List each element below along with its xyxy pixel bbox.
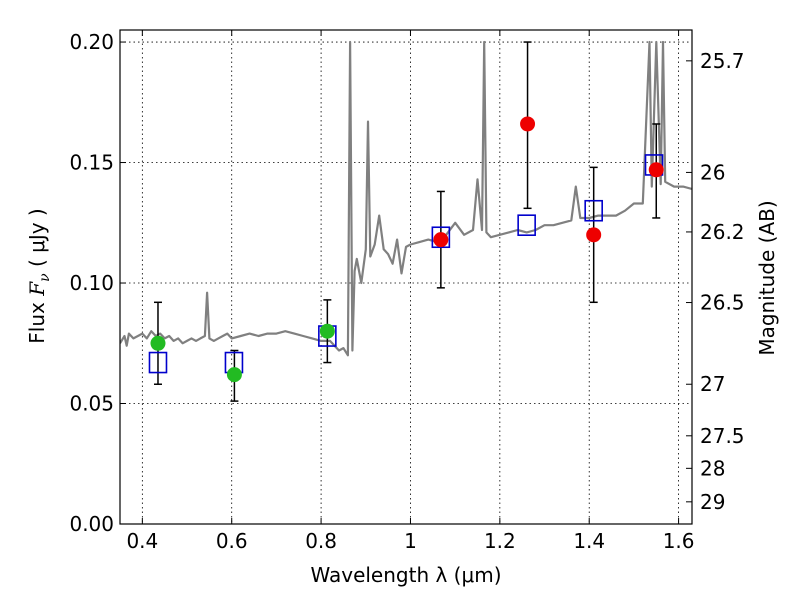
y-right-tick-label: 29 — [700, 490, 725, 514]
x-tick-label: 0.6 — [216, 529, 248, 553]
y-tick-label: 0.10 — [69, 271, 114, 295]
y-tick-label: 0.15 — [69, 151, 114, 175]
y-tick-label: 0.05 — [69, 392, 114, 416]
observed-point-red — [648, 162, 664, 178]
y-axis-label-right: Magnitude (AB) — [755, 200, 779, 355]
y-right-tick-label: 25.7 — [700, 49, 745, 73]
model-spectrum-line — [120, 40, 692, 357]
grid — [120, 30, 692, 525]
y-tick-label: 0.20 — [69, 30, 114, 54]
observed-photometry-markers — [150, 116, 664, 383]
model-photometry-markers — [148, 154, 664, 374]
error-bars — [153, 41, 661, 402]
observed-point-green — [150, 335, 166, 351]
observed-point-green — [319, 323, 335, 339]
observed-point-red — [520, 116, 536, 132]
x-tick-label: 1 — [404, 529, 417, 553]
axis-ticks: 0.4 0.6 0.8 1 1.2 1.4 1.6 0.00 0.05 0.10 0.15 0.20 2… — [69, 30, 745, 553]
observed-point-red — [586, 227, 602, 243]
y-right-tick-label: 28 — [700, 456, 725, 480]
observed-point-red — [433, 232, 449, 248]
y-tick-label: 0.00 — [69, 512, 114, 536]
x-tick-label: 1.4 — [573, 529, 605, 553]
y-right-tick-label: 26.5 — [700, 291, 745, 315]
x-tick-label: 0.8 — [305, 529, 337, 553]
model-photometry-square — [517, 214, 536, 236]
model-photometry-square — [431, 226, 451, 249]
model-photometry-square — [148, 351, 168, 374]
model-spectrum — [120, 40, 692, 357]
plot-frame — [119, 29, 693, 525]
observed-point-green — [226, 367, 242, 383]
y-axis-label-left: Flux Fν ( μJy ) — [25, 208, 53, 343]
y-right-tick-label: 27.5 — [700, 424, 745, 448]
x-axis-label: Wavelength λ (μm) — [310, 563, 501, 587]
model-photometry-square — [584, 199, 603, 222]
x-tick-label: 1.6 — [663, 529, 695, 553]
x-tick-label: 1.2 — [484, 529, 516, 553]
y-right-tick-label: 27 — [700, 372, 725, 396]
y-right-tick-label: 26.2 — [700, 220, 745, 244]
x-tick-label: 0.4 — [126, 529, 158, 553]
y-right-tick-label: 26 — [700, 160, 725, 184]
